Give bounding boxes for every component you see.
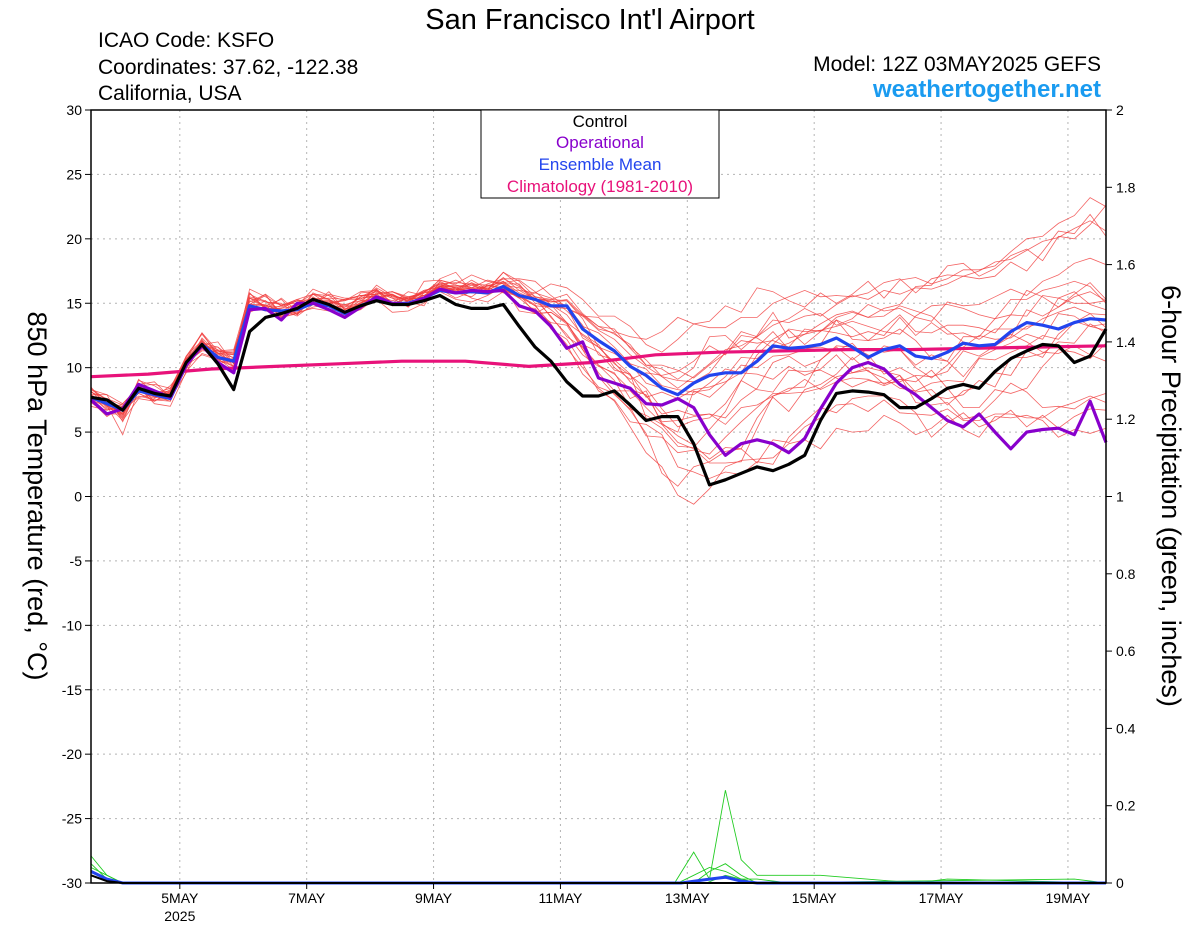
precip-ensemble-mean-line (90, 870, 1106, 885)
y-right-tick-label: 0.6 (1116, 643, 1136, 659)
x-tick-label: 15MAY (792, 890, 838, 906)
y-left-tick-label: 25 (66, 166, 82, 182)
ensemble-member-line (90, 283, 1107, 420)
legend-item-climatology: Climatology (1981-2010) (507, 177, 693, 196)
legend-box (480, 109, 720, 199)
y-left-tick-label: 5 (74, 424, 82, 440)
y-left-tick-label: 0 (74, 489, 82, 505)
ensemble-member-line (90, 280, 1107, 479)
y-left-tick-label: -5 (70, 553, 83, 569)
x-tick-label: 5MAY (161, 890, 199, 906)
x-tick-label: 11MAY (539, 890, 583, 906)
legend-item-control: Control (573, 112, 628, 131)
y-left-tick-label: -15 (62, 682, 82, 698)
y-right-tick-label: 1.8 (1116, 179, 1136, 195)
location: California, USA (98, 82, 242, 105)
ensemble-members (90, 197, 1107, 505)
x-tick-label: 17MAY (919, 890, 965, 906)
coordinates: Coordinates: 37.62, -122.38 (98, 56, 358, 79)
legend: Control Operational Ensemble Mean Climat… (480, 109, 720, 199)
y-left-tick-label: 20 (66, 231, 82, 247)
legend-item-ensemble-mean: Ensemble Mean (539, 155, 662, 174)
y-axis-right: 2 1.8 1.6 1.4 1.2 1 0.8 0.6 0.4 0.2 0 (1106, 102, 1136, 891)
ensemble-member-line (90, 287, 1107, 505)
chart-title: San Francisco Int'l Airport (425, 4, 755, 36)
precip-member-line (90, 863, 1107, 884)
precip-member-line (90, 790, 1107, 884)
ensemble-member-line (90, 220, 1107, 416)
y-right-tick-label: 1 (1116, 489, 1124, 505)
y-right-tick-label: 2 (1116, 102, 1124, 118)
ensemble-member-line (90, 257, 1107, 415)
ensemble-member-line (90, 213, 1107, 410)
y-left-tick-label: 15 (66, 295, 82, 311)
ensemble-member-line (90, 276, 1107, 410)
x-tick-label: 19MAY (1046, 890, 1092, 906)
y-left-tick-label: 10 (66, 360, 82, 376)
y-right-tick-label: 1.6 (1116, 257, 1136, 273)
y-left-tick-label: -20 (62, 746, 82, 762)
main-series (89, 284, 1108, 487)
x-tick-year-label: 2025 (164, 908, 195, 924)
y-left-tick-label: -25 (62, 811, 82, 827)
y-right-tick-label: 0.2 (1116, 798, 1136, 814)
ensemble-member-line (90, 285, 1107, 460)
ensemble-mean-line (90, 284, 1107, 412)
y-left-tick-label: -30 (62, 875, 82, 891)
grid (91, 110, 1106, 883)
y-right-tick-label: 1.4 (1116, 334, 1136, 350)
y-right-tick-label: 0.4 (1116, 720, 1136, 736)
y-right-tick-label: 1.2 (1116, 411, 1136, 427)
legend-item-operational: Operational (556, 133, 644, 152)
site-link[interactable]: weathertogether.net (872, 76, 1101, 103)
y-axis-left-title: 850 hPa Temperature (red, °C) (22, 312, 52, 681)
model-run: Model: 12Z 03MAY2025 GEFS (813, 53, 1101, 76)
precipitation-series (90, 790, 1107, 885)
precip-member-line (90, 863, 1106, 884)
operational-line (89, 287, 1108, 457)
y-axis-left: 30 25 20 15 10 5 0 -5 -10 -15 -20 -25 -30 (62, 102, 91, 891)
y-right-tick-label: 0.8 (1116, 566, 1136, 582)
plot-frame (90, 109, 1107, 884)
precip-member-line (90, 870, 1106, 884)
icao-code: ICAO Code: KSFO (98, 29, 274, 52)
x-tick-label: 13MAY (665, 890, 711, 906)
x-tick-label: 7MAY (288, 890, 326, 906)
y-left-tick-label: 30 (66, 102, 82, 118)
x-tick-label: 9MAY (415, 890, 453, 906)
y-left-tick-label: -10 (62, 617, 82, 633)
y-right-tick-label: 0 (1116, 875, 1124, 891)
control-line (90, 293, 1108, 487)
x-axis: 5MAY 2025 7MAY 9MAY 11MAY 13MAY 15MAY 17MAY 19MA… (161, 883, 1091, 924)
y-axis-right-title: 6-hour Precipitation (green, inches) (1156, 285, 1186, 707)
